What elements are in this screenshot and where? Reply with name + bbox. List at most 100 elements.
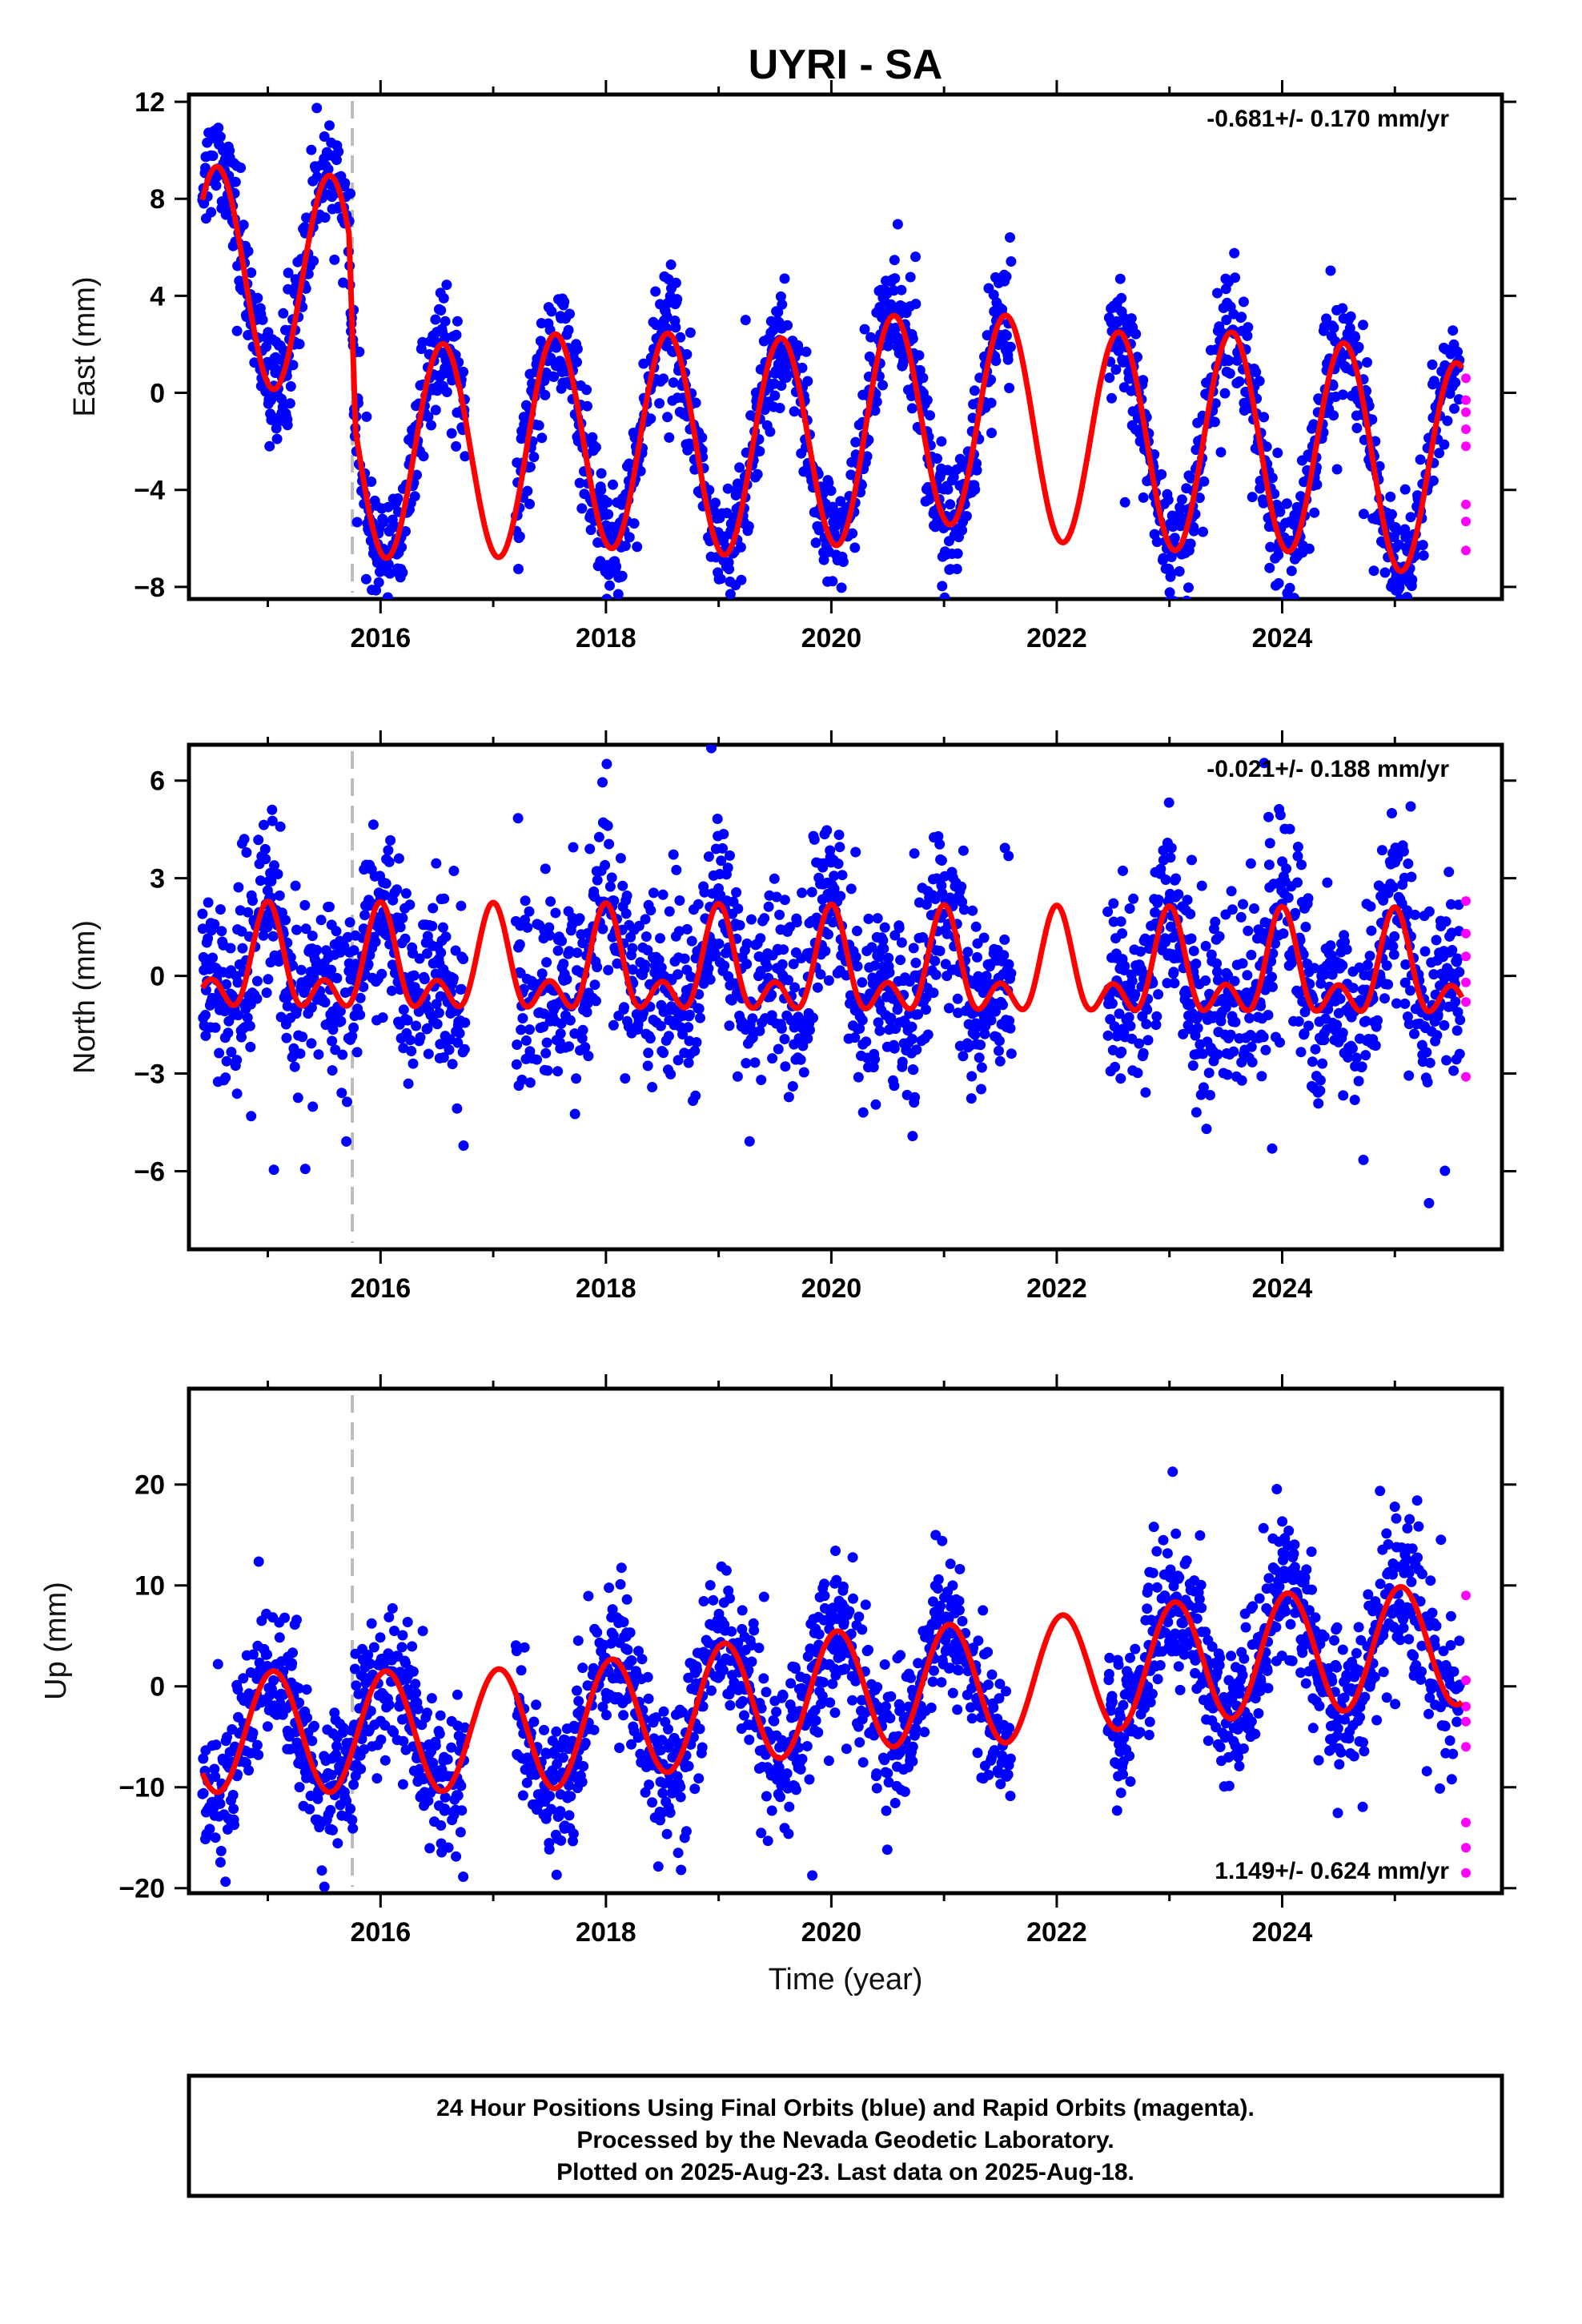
data-point (766, 989, 777, 1000)
data-point (458, 366, 469, 377)
data-point (572, 947, 583, 959)
data-point (741, 938, 753, 949)
data-point (754, 1025, 765, 1036)
data-point (797, 887, 808, 899)
data-point (626, 1739, 636, 1750)
data-point (1243, 925, 1254, 936)
data-point (539, 376, 550, 386)
data-point (608, 1630, 619, 1641)
data-point (1365, 901, 1376, 912)
data-point (262, 1649, 272, 1660)
data-point (1126, 975, 1138, 987)
data-point (869, 405, 881, 416)
data-point (319, 212, 331, 223)
data-point (1110, 364, 1122, 375)
data-point (644, 1033, 656, 1044)
data-point (521, 1777, 532, 1788)
data-point (426, 420, 436, 431)
data-point (1226, 886, 1237, 897)
data-point (1441, 1055, 1452, 1066)
data-point (542, 1065, 553, 1076)
data-point (301, 1684, 312, 1695)
data-point (1115, 916, 1126, 927)
data-point (1351, 1052, 1362, 1063)
data-point (516, 1665, 527, 1676)
data-point (683, 1760, 694, 1771)
data-point (198, 1753, 209, 1764)
data-point (272, 869, 283, 879)
data-point (879, 922, 890, 933)
data-point (726, 995, 737, 1006)
data-point (440, 316, 451, 327)
data-point (581, 1007, 592, 1018)
data-point (1331, 464, 1343, 475)
data-point (1351, 423, 1363, 433)
data-point (906, 1034, 917, 1044)
data-point (1378, 895, 1389, 906)
y-tick-label: 4 (150, 281, 165, 312)
x-tick-label: 2020 (801, 1273, 862, 1304)
data-point (524, 1024, 535, 1035)
data-point (1212, 1049, 1223, 1060)
data-point (396, 1642, 408, 1653)
data-point (440, 931, 452, 943)
data-point (231, 325, 243, 336)
data-point (1215, 1015, 1227, 1027)
data-point (1114, 1008, 1125, 1019)
data-point (388, 1727, 400, 1738)
data-point (220, 1072, 231, 1084)
data-point (821, 825, 833, 836)
data-point (1186, 854, 1197, 866)
final-orbit-points (197, 745, 1466, 1208)
data-point (779, 1034, 790, 1044)
data-point (1381, 960, 1392, 971)
data-point (262, 1661, 273, 1671)
data-point (583, 1051, 594, 1062)
data-point (1162, 494, 1174, 505)
data-point (408, 970, 420, 981)
data-point (408, 1666, 419, 1677)
data-point (360, 573, 371, 585)
x-tick-label: 2022 (1026, 623, 1087, 653)
data-point (319, 997, 331, 1008)
data-point (1125, 1020, 1136, 1031)
data-point (812, 982, 823, 993)
data-point (291, 1614, 302, 1626)
data-point (1383, 979, 1394, 990)
data-point (573, 1695, 584, 1707)
data-point (601, 758, 612, 770)
data-point (1296, 859, 1307, 870)
data-point (1236, 1075, 1247, 1086)
data-point (693, 899, 704, 910)
data-point (1118, 865, 1128, 876)
data-point (990, 1006, 1001, 1017)
data-point (274, 890, 285, 901)
data-point (615, 1578, 626, 1590)
data-point (643, 1047, 654, 1059)
data-point (845, 883, 857, 895)
data-point (849, 542, 861, 553)
data-point (451, 440, 462, 452)
data-point (642, 945, 653, 955)
data-point (1362, 357, 1372, 368)
data-point (365, 1706, 376, 1716)
data-point (962, 947, 974, 958)
rapid-point (1461, 441, 1471, 452)
data-point (1160, 875, 1171, 885)
data-point (877, 380, 888, 391)
data-point (632, 541, 643, 553)
data-point (663, 1723, 673, 1735)
data-point (556, 1835, 567, 1846)
data-point (616, 570, 628, 581)
data-point (1229, 247, 1240, 259)
data-point (952, 548, 963, 559)
data-point (407, 1641, 418, 1652)
data-point (1263, 859, 1275, 870)
data-point (323, 163, 334, 175)
data-point (775, 291, 786, 302)
data-point (1341, 944, 1352, 955)
data-point (1117, 928, 1128, 939)
data-point (644, 1779, 655, 1791)
data-point (721, 618, 731, 629)
